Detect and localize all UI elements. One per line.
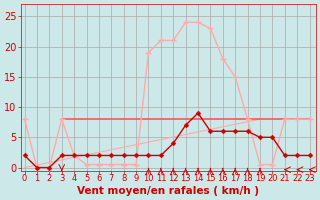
X-axis label: Vent moyen/en rafales ( km/h ): Vent moyen/en rafales ( km/h ) (77, 186, 259, 196)
